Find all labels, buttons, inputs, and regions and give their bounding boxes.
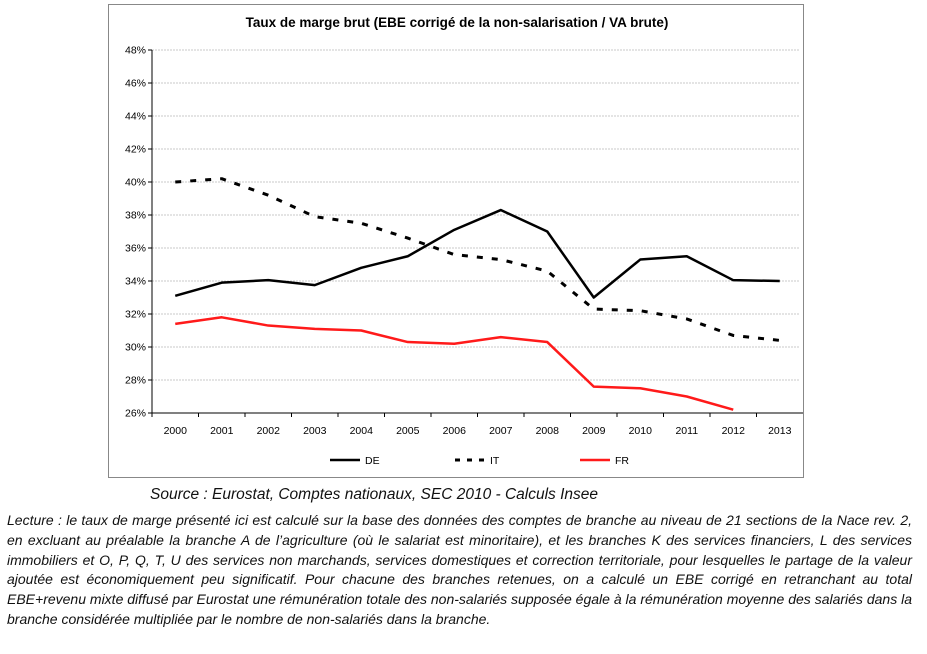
x-tick-label: 2011 — [675, 425, 698, 437]
x-tick-label: 2008 — [536, 425, 560, 437]
reading-note: Lecture : le taux de marge présenté ici … — [7, 512, 912, 627]
x-tick-label: 2013 — [768, 425, 792, 437]
x-tick-label: 2005 — [396, 425, 420, 437]
x-tick-label: 2006 — [443, 425, 467, 437]
legend-label-de: DE — [365, 455, 380, 467]
y-tick-label: 40% — [125, 177, 146, 189]
y-tick-label: 46% — [125, 78, 146, 90]
x-tick-label: 2009 — [582, 425, 606, 437]
y-tick-label: 42% — [125, 144, 146, 156]
chart-title: Taux de marge brut (EBE corrigé de la no… — [246, 15, 669, 30]
y-tick-label: 26% — [125, 408, 146, 420]
legend-label-it: IT — [490, 455, 500, 467]
chart-frame — [108, 4, 804, 478]
y-tick-label: 34% — [125, 276, 146, 288]
source-caption: Source : Eurostat, Comptes nationaux, SE… — [150, 486, 599, 503]
x-tick-label: 2003 — [303, 425, 327, 437]
y-tick-label: 28% — [125, 375, 146, 387]
x-tick-label: 2002 — [257, 425, 281, 437]
x-tick-label: 2007 — [489, 425, 513, 437]
y-tick-label: 36% — [125, 243, 146, 255]
x-tick-label: 2000 — [164, 425, 188, 437]
x-tick-label: 2001 — [210, 425, 234, 437]
y-tick-label: 30% — [125, 342, 146, 354]
series-line-fr — [175, 316, 734, 411]
y-tick-label: 38% — [125, 210, 146, 222]
x-tick-label: 2010 — [629, 425, 653, 437]
line-chart: Taux de marge brut (EBE corrigé de la no… — [125, 15, 803, 467]
y-tick-label: 44% — [125, 111, 146, 123]
legend-label-fr: FR — [615, 455, 629, 467]
y-tick-label: 48% — [125, 45, 146, 57]
series-line-it — [175, 177, 780, 342]
x-tick-label: 2004 — [350, 425, 374, 437]
y-tick-label: 32% — [125, 309, 146, 321]
series-line-de — [174, 208, 780, 299]
x-tick-label: 2012 — [722, 425, 746, 437]
